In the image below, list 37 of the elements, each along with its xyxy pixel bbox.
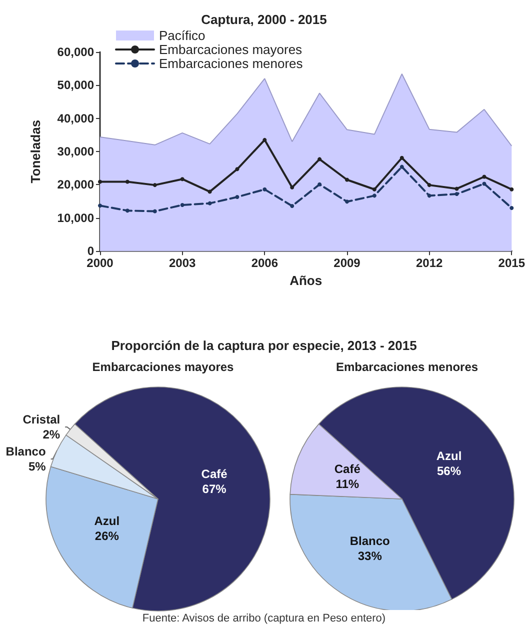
slice-label: Café <box>201 466 228 481</box>
source-note: Fuente: Avisos de arribo (captura en Peso entero) <box>142 612 386 624</box>
data-label: 67% <box>202 482 227 496</box>
y-tick-label: 0 <box>87 244 94 258</box>
data-label: 56% <box>436 464 462 478</box>
y-tick-label: 40,000 <box>57 111 94 126</box>
y-tick-label: 60,000 <box>57 45 94 59</box>
chart-title: Proporción de la captura por especie, 2013 - 2015 <box>111 338 417 353</box>
slice-label: Blanco <box>6 444 46 458</box>
y-tick-label: 50,000 <box>57 78 94 92</box>
slice-label: Azul <box>94 514 120 528</box>
legend-label: Embarcaciones mayores <box>159 42 303 57</box>
slice-label: Azul <box>436 448 462 463</box>
legend-label: Pacífico <box>159 28 206 43</box>
y-axis-title: Toneladas <box>28 120 43 184</box>
y-tick-label: 30,000 <box>57 144 94 159</box>
x-tick-label: 2012 <box>416 256 443 270</box>
chart-title: Captura, 2000 - 2015 <box>201 12 327 27</box>
chart-subtitle: Embarcaciones mayores <box>92 360 234 374</box>
data-label: 5% <box>28 459 46 474</box>
x-tick-label: 2015 <box>498 256 526 270</box>
data-label: 26% <box>94 529 120 543</box>
x-tick-label: 2000 <box>86 256 114 270</box>
y-tick-label: 10,000 <box>57 210 94 225</box>
y-tick-label: 20,000 <box>57 178 94 192</box>
data-label: 11% <box>336 477 360 492</box>
data-label: 33% <box>358 548 382 563</box>
chart-title: Embarcaciones menores <box>336 360 478 374</box>
x-tick-label: 2006 <box>251 256 278 270</box>
x-tick-label: 2009 <box>334 256 361 270</box>
slice-label: Café <box>334 462 361 476</box>
x-axis-title: Años <box>290 273 322 288</box>
data-label: 2% <box>42 427 60 442</box>
slice-label: Blanco <box>350 534 390 548</box>
slice-label: Cristal <box>22 412 60 426</box>
x-tick-label: 2003 <box>168 256 196 270</box>
legend-label: Embarcaciones menores <box>159 56 304 71</box>
